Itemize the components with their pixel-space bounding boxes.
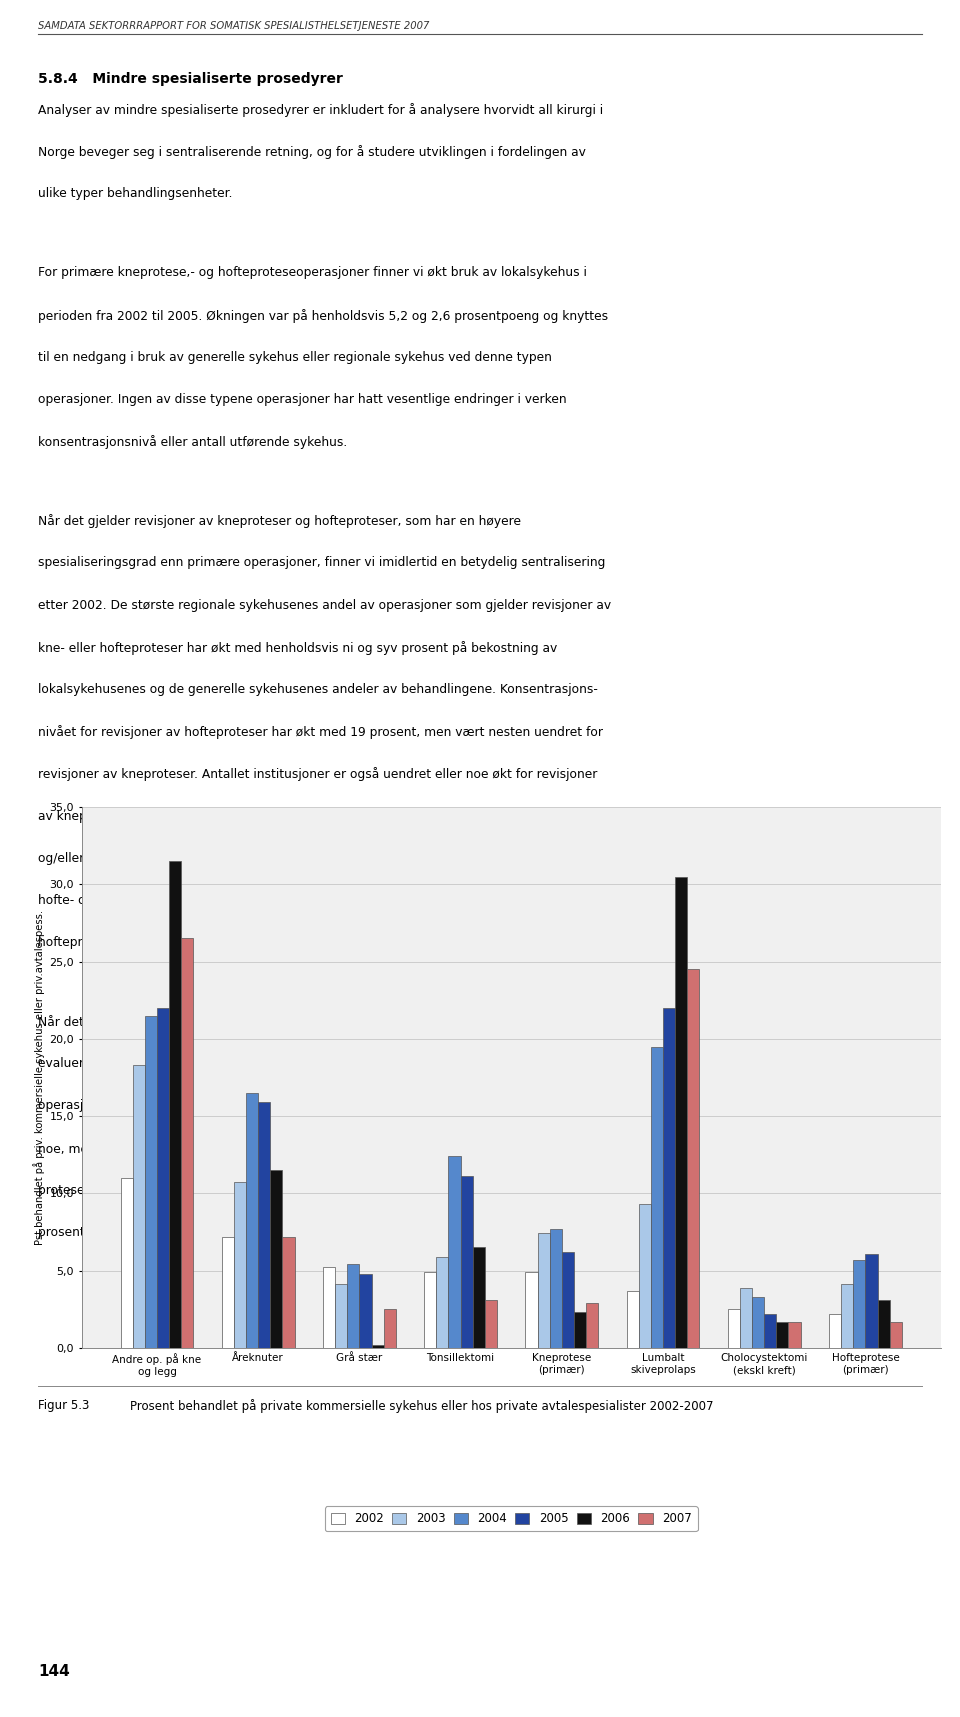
Text: spesialiseringsgrad enn primære operasjoner, finner vi imidlertid en betydelig s: spesialiseringsgrad enn primære operasjo… <box>38 556 606 570</box>
Text: Når det gjelder andre operasjoner på kne og legg enn proteseoperasjoner, påpekte: Når det gjelder andre operasjoner på kne… <box>38 1015 571 1028</box>
Text: lokalsykehusenes og de generelle sykehusenes andeler av behandlingene. Konsentra: lokalsykehusenes og de generelle sykehus… <box>38 683 598 695</box>
Bar <box>550 1229 562 1348</box>
Text: Analyser av mindre spesialiserte prosedyrer er inkludert for å analysere hvorvid: Analyser av mindre spesialiserte prosedy… <box>38 103 604 117</box>
Text: 5.8.4   Mindre spesialiserte prosedyrer: 5.8.4 Mindre spesialiserte prosedyrer <box>38 72 344 86</box>
Bar <box>437 1257 448 1348</box>
Y-axis label: Pst behandlet på priv. kommersielle sykehus eller priv.avtalespess.: Pst behandlet på priv. kommersielle syke… <box>34 910 45 1245</box>
Bar <box>157 1008 169 1348</box>
Bar <box>246 1094 258 1348</box>
Text: etter 2002. De største regionale sykehusenes andel av operasjoner som gjelder re: etter 2002. De største regionale sykehus… <box>38 599 612 611</box>
Bar <box>574 1312 586 1348</box>
Text: konsentrasjonsnivå eller antall utførende sykehus.: konsentrasjonsnivå eller antall utførend… <box>38 434 348 450</box>
Bar <box>586 1303 598 1348</box>
Bar <box>752 1296 764 1348</box>
Text: noe, men de har likevel en høy andel av andre operasjoner på kne og legg enn: noe, men de har likevel en høy andel av … <box>38 1142 522 1156</box>
Bar <box>335 1284 348 1348</box>
Text: 144: 144 <box>38 1664 70 1679</box>
Bar <box>675 876 687 1348</box>
Text: operasjonene hadde økt betydelig. Etter 2005 har de private sykehusenes aktivite: operasjonene hadde økt betydelig. Etter … <box>38 1099 590 1113</box>
Text: Prosent behandlet på private kommersielle sykehus eller hos private avtalespesia: Prosent behandlet på private kommersiell… <box>130 1399 713 1413</box>
Bar <box>740 1288 752 1348</box>
Bar <box>638 1204 651 1348</box>
Bar <box>181 937 193 1348</box>
Text: og/eller revisjoner av hofteproteser. Vi konkluderer dermed med at primære opera: og/eller revisjoner av hofteproteser. Vi… <box>38 852 603 865</box>
Bar <box>472 1247 485 1348</box>
Bar <box>877 1300 890 1348</box>
Bar <box>258 1102 271 1348</box>
Bar <box>651 1046 663 1348</box>
Text: Figur 5.3: Figur 5.3 <box>38 1399 90 1413</box>
Bar <box>234 1183 246 1348</box>
Bar <box>424 1272 437 1348</box>
Text: nivået for revisjoner av hofteproteser har økt med 19 prosent, men vært nesten u: nivået for revisjoner av hofteproteser h… <box>38 725 604 738</box>
Text: prosent). Dette er illustrert i figur 5.3.: prosent). Dette er illustrert i figur 5.… <box>38 1226 271 1240</box>
Text: For primære kneprotese,- og hofteproteseoperasjoner finner vi økt bruk av lokals: For primære kneprotese,- og hofteprotese… <box>38 266 588 280</box>
Text: hofteproteser har blitt mer konsentrert og sentralisert.: hofteproteser har blitt mer konsentrert … <box>38 936 374 950</box>
Bar <box>562 1252 574 1348</box>
Bar <box>384 1308 396 1348</box>
Text: proteseoperasjoner (27 prosent) samt planlagte operasjoner for lumbalt skiveprol: proteseoperasjoner (27 prosent) samt pla… <box>38 1183 587 1197</box>
Bar <box>788 1322 801 1348</box>
Bar <box>777 1322 788 1348</box>
Text: ulike typer behandlingsenheter.: ulike typer behandlingsenheter. <box>38 187 233 201</box>
Bar <box>448 1156 461 1348</box>
Text: evalueringen av sykehusreformen at de private kommersielle sykehusenes andel av : evalueringen av sykehusreformen at de pr… <box>38 1058 591 1070</box>
Bar <box>132 1065 145 1348</box>
Bar <box>538 1233 550 1348</box>
Bar <box>348 1264 359 1348</box>
Bar <box>282 1236 295 1348</box>
Text: SAMDATA SEKTORRRAPPORT FOR SOMATISK SPESIALISTHELSETJENESTE 2007: SAMDATA SEKTORRRAPPORT FOR SOMATISK SPES… <box>38 21 430 31</box>
Bar <box>121 1178 132 1348</box>
Bar <box>627 1291 638 1348</box>
Text: av kneproteser, men redusert fra 50 til 41 behandlingsenheter når det gjelder ut: av kneproteser, men redusert fra 50 til … <box>38 809 600 824</box>
Text: til en nedgang i bruk av generelle sykehus eller regionale sykehus ved denne typ: til en nedgang i bruk av generelle sykeh… <box>38 350 552 364</box>
Bar <box>764 1314 777 1348</box>
Bar <box>324 1267 335 1348</box>
Text: hofte- og kneproteser har blitt noe desentralisert etter sykehusreformen, mens r: hofte- og kneproteser har blitt noe dese… <box>38 895 609 907</box>
Bar <box>485 1300 497 1348</box>
Bar <box>663 1008 675 1348</box>
Bar <box>145 1016 157 1348</box>
Bar <box>853 1260 865 1348</box>
Legend: 2002, 2003, 2004, 2005, 2006, 2007: 2002, 2003, 2004, 2005, 2006, 2007 <box>324 1506 698 1532</box>
Bar <box>372 1344 384 1348</box>
Text: kne- eller hofteproteser har økt med henholdsvis ni og syv prosent på bekostning: kne- eller hofteproteser har økt med hen… <box>38 640 558 654</box>
Text: Norge beveger seg i sentraliserende retning, og for å studere utviklingen i ford: Norge beveger seg i sentraliserende retn… <box>38 146 587 160</box>
Text: perioden fra 2002 til 2005. Økningen var på henholdsvis 5,2 og 2,6 prosentpoeng : perioden fra 2002 til 2005. Økningen var… <box>38 309 609 323</box>
Bar <box>687 968 699 1348</box>
Bar <box>271 1171 282 1348</box>
Bar <box>525 1272 538 1348</box>
Bar <box>829 1314 841 1348</box>
Bar <box>865 1253 877 1348</box>
Bar <box>461 1176 472 1348</box>
Bar <box>728 1308 740 1348</box>
Text: operasjoner. Ingen av disse typene operasjoner har hatt vesentlige endringer i v: operasjoner. Ingen av disse typene opera… <box>38 393 567 405</box>
Text: revisjoner av kneproteser. Antallet institusjoner er også uendret eller noe økt : revisjoner av kneproteser. Antallet inst… <box>38 767 598 781</box>
Bar <box>359 1274 372 1348</box>
Text: Når det gjelder revisjoner av kneproteser og hofteproteser, som har en høyere: Når det gjelder revisjoner av kneprotese… <box>38 513 521 529</box>
Bar <box>169 860 181 1348</box>
Bar <box>890 1322 901 1348</box>
Bar <box>222 1236 234 1348</box>
Bar <box>841 1284 853 1348</box>
